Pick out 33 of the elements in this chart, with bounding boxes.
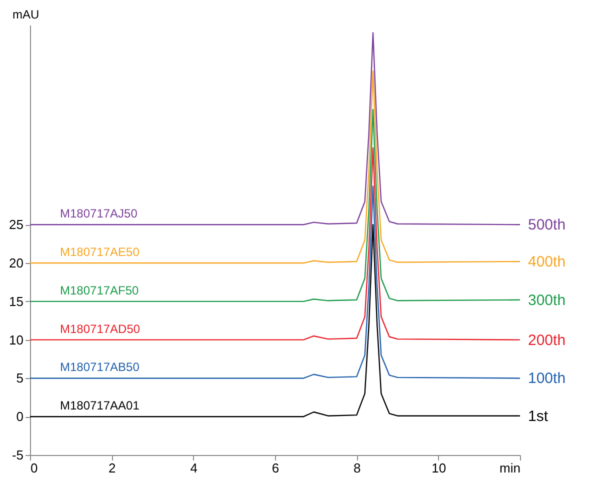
series-label: 300th [528, 292, 566, 309]
series-label: 200th [528, 332, 566, 349]
line-series [29, 32, 521, 226]
annotation: M180717AD50 [60, 322, 140, 336]
y-tick-label: 25 [9, 217, 24, 232]
y-tick-label: 10 [9, 332, 24, 348]
annotation: M180717AB50 [60, 360, 140, 374]
line-series [29, 186, 521, 379]
x-tick-label: 4 [190, 460, 198, 476]
line-series [29, 224, 521, 418]
series-label: 400th [528, 254, 566, 270]
y-tick-label: 20 [9, 256, 24, 271]
x-tick-label: min [500, 460, 520, 476]
series-label: 1st [528, 408, 549, 425]
x-tick-label: 10 [432, 460, 446, 476]
annotation: M180717AJ50 [60, 206, 138, 221]
series-label: 100th [528, 370, 566, 388]
x-tick-label: 8 [354, 460, 361, 476]
annotation: M180717AF50 [60, 283, 140, 298]
x-tick-label: 0 [30, 460, 38, 476]
y-tick-label: 0 [16, 409, 24, 424]
y-tick-label: 15 [9, 294, 24, 309]
line-series [29, 108, 521, 302]
y-tick-label: -5 [12, 448, 24, 462]
x-tick-label: 2 [108, 460, 116, 476]
line-series [29, 70, 521, 264]
annotation: M180717AE50 [60, 245, 140, 260]
x-tick-label: 6 [272, 460, 280, 476]
y-axis-title: mAU [12, 8, 40, 22]
annotation: M180717AA01 [60, 398, 140, 413]
line-series [29, 147, 521, 340]
series-label: 500th [528, 216, 566, 234]
y-tick-label: 5 [16, 370, 24, 386]
